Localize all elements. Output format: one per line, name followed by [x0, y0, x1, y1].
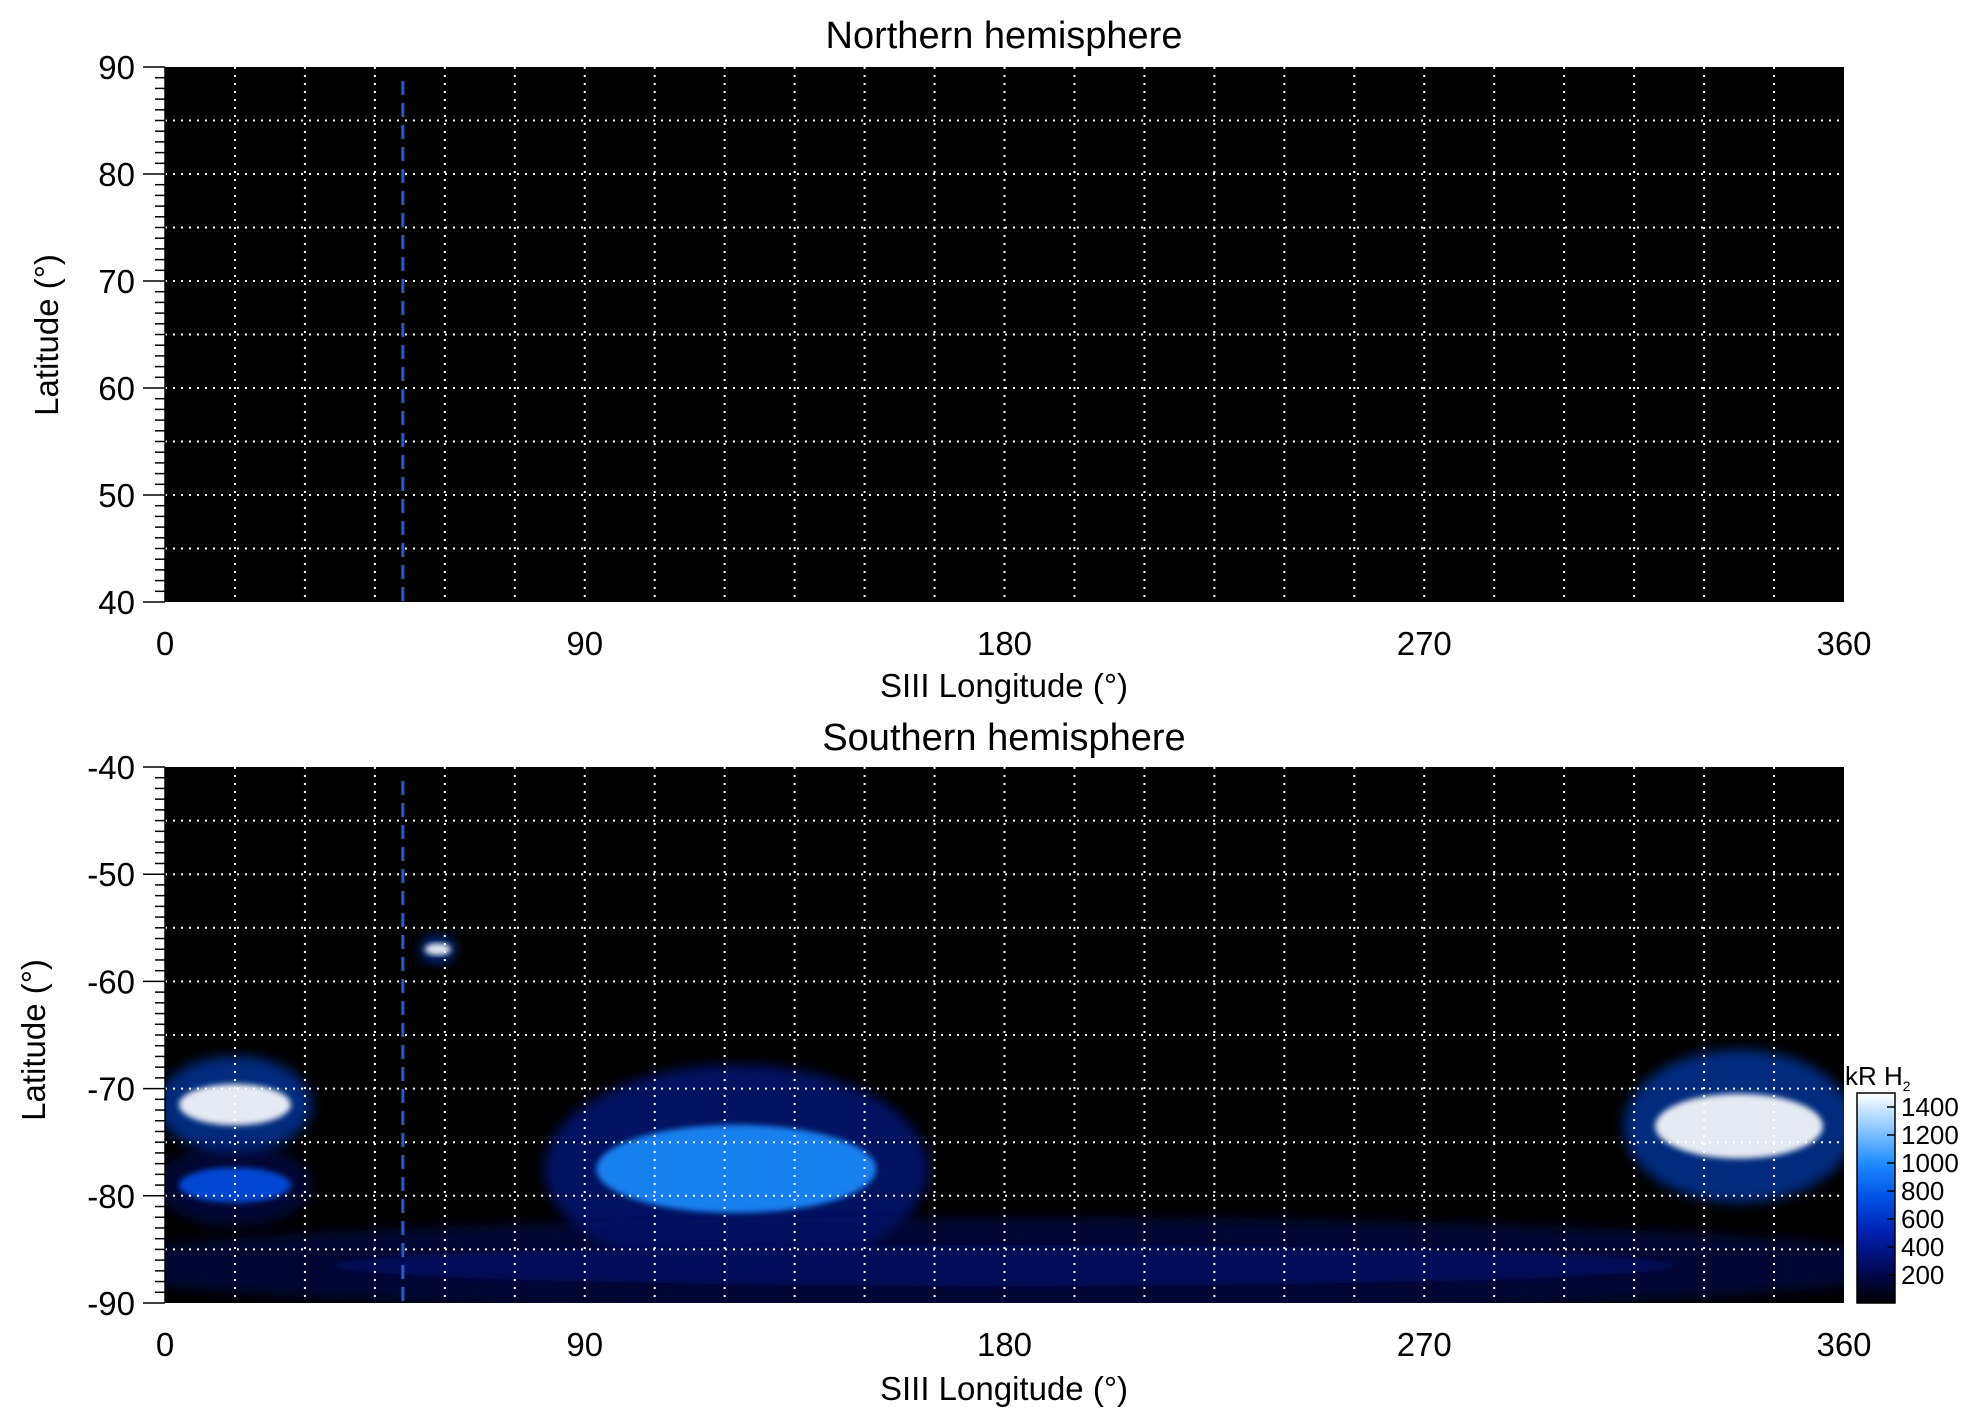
north-panel: Northern hemisphere 40 50 60 70 80 90 0 90 180 2… [28, 15, 1872, 704]
emission-core-spot-58 [424, 943, 451, 956]
emission-core-diffuse-low [332, 1244, 1677, 1287]
x-tick-label: 270 [1397, 625, 1452, 662]
x-tick-label: 360 [1816, 625, 1871, 662]
y-tick-label: 40 [98, 584, 135, 621]
x-tick-label: 90 [566, 625, 603, 662]
north-title: Northern hemisphere [826, 15, 1183, 57]
colorbar-label: kR H2 [1845, 1061, 1911, 1094]
colorbar-tick-label: 1000 [1901, 1148, 1959, 1178]
south-y-label: Latitude (°) [15, 959, 52, 1121]
x-tick-label: 180 [977, 1326, 1032, 1363]
north-x-ticks: 0 90 180 270 360 [156, 625, 1872, 662]
north-x-label: SIII Longitude (°) [880, 667, 1128, 704]
x-tick-label: 180 [977, 625, 1032, 662]
x-tick-label: 270 [1397, 1326, 1452, 1363]
colorbar-tick-label: 1400 [1901, 1092, 1959, 1122]
y-tick-label: 50 [98, 477, 135, 514]
x-tick-label: 0 [156, 1326, 174, 1363]
south-panel: Southern hemisphere -40 -50 -60 -70 -80 -90 0… [15, 717, 1872, 1407]
y-tick-label: -60 [87, 963, 135, 1000]
y-tick-label: 70 [98, 263, 135, 300]
south-x-ticks: 0 90 180 270 360 [156, 1326, 1872, 1363]
emission-core-band-0-30-lower [178, 1167, 291, 1203]
y-tick-label: -90 [87, 1285, 135, 1322]
colorbar-tick-label: 400 [1901, 1232, 1944, 1262]
colorbar-tick-label: 1200 [1901, 1120, 1959, 1150]
x-tick-label: 90 [566, 1326, 603, 1363]
y-tick-label: 60 [98, 370, 135, 407]
south-emission-layer [165, 935, 1844, 1303]
south-title: Southern hemisphere [822, 717, 1185, 759]
south-x-label: SIII Longitude (°) [880, 1370, 1128, 1407]
y-tick-label: -50 [87, 856, 135, 893]
y-tick-label: 90 [98, 49, 135, 86]
y-tick-label: -70 [87, 1071, 135, 1108]
emission-core-arc-315-360 [1655, 1093, 1824, 1159]
south-y-ticks: -40 -50 -60 -70 -80 -90 [87, 749, 166, 1322]
y-tick-label: -40 [87, 749, 135, 786]
north-y-ticks: 40 50 60 70 80 90 [98, 49, 166, 621]
colorbar-tick-label: 200 [1901, 1260, 1944, 1290]
y-tick-label: 80 [98, 156, 135, 193]
x-tick-label: 360 [1816, 1326, 1871, 1363]
colorbar-tick-label: 800 [1901, 1176, 1944, 1206]
colorbar-tick-label: 600 [1901, 1204, 1944, 1234]
y-tick-label: -80 [87, 1178, 135, 1215]
north-y-label: Latitude (°) [28, 254, 65, 416]
x-tick-label: 0 [156, 625, 174, 662]
colorbar-gradient [1856, 1092, 1896, 1304]
south-grid [165, 767, 1844, 1303]
north-grid [165, 67, 1844, 602]
emission-core-arc-85-160 [596, 1124, 877, 1214]
